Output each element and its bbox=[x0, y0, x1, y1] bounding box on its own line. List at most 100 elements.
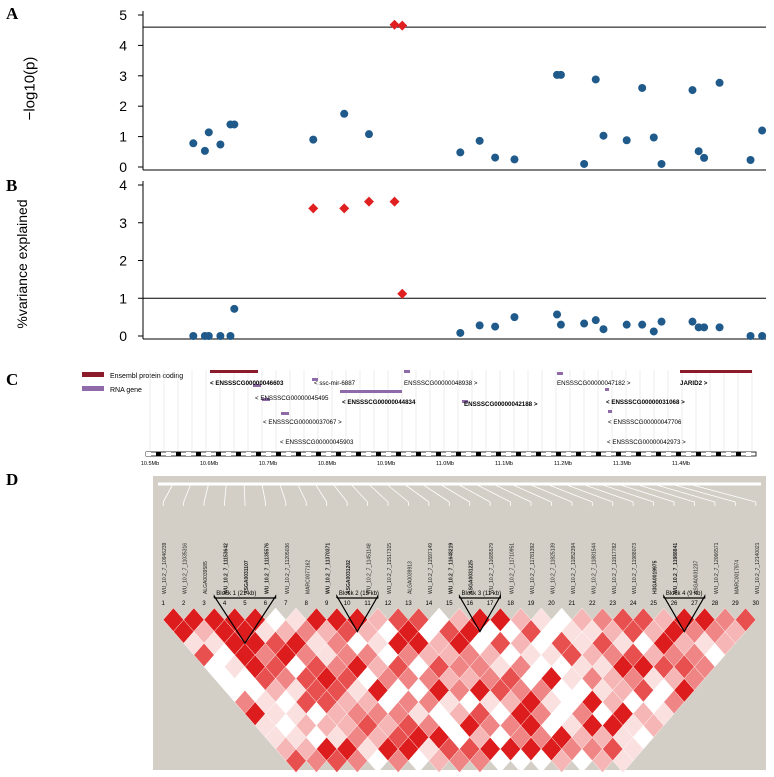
ruler-segment bbox=[476, 452, 481, 456]
scale-tick-label: 10.9Mb bbox=[377, 461, 395, 467]
gene-bar bbox=[608, 410, 612, 413]
marker-name: WU_10.2_7_11205036 bbox=[285, 543, 291, 594]
data-point bbox=[700, 153, 709, 162]
marker-link bbox=[599, 483, 654, 503]
marker-name: ALGA0039585 bbox=[203, 561, 209, 594]
data-point bbox=[510, 313, 519, 322]
marker-number: 17 bbox=[487, 601, 494, 607]
gene-bar bbox=[281, 412, 289, 415]
data-point bbox=[510, 155, 519, 164]
y-tick-label: 2 bbox=[119, 253, 127, 269]
ruler-segment bbox=[566, 452, 571, 456]
marker-link bbox=[368, 483, 389, 503]
ruler-segment bbox=[506, 452, 511, 456]
ruler-segment bbox=[556, 452, 561, 456]
y-tick-label: 5 bbox=[119, 7, 127, 23]
marker-name: H3GA0019975 bbox=[653, 560, 659, 594]
marker-link bbox=[528, 483, 573, 503]
ruler-segment bbox=[626, 452, 631, 456]
data-point bbox=[226, 332, 235, 340]
ruler-segment bbox=[656, 452, 661, 456]
marker-number: 14 bbox=[426, 601, 433, 607]
ld-cell bbox=[735, 607, 757, 632]
marker-number: 11 bbox=[364, 601, 371, 607]
ruler-segment bbox=[186, 452, 191, 456]
ruler-segment bbox=[436, 452, 441, 456]
data-point bbox=[189, 139, 198, 148]
ruler-segment bbox=[736, 452, 741, 456]
scale-tick-label: 11.3Mb bbox=[613, 461, 631, 467]
data-point bbox=[622, 136, 631, 145]
marker-number: 9 bbox=[325, 601, 329, 607]
y-tick-label: 2 bbox=[119, 98, 127, 114]
marker-name: WU_10.2_7_11988841 bbox=[673, 543, 679, 594]
data-point bbox=[216, 140, 225, 149]
scale-tick-label: 10.6Mb bbox=[200, 461, 218, 467]
marker-number: 3 bbox=[202, 601, 206, 607]
marker-link bbox=[350, 483, 368, 503]
marker-name: ASGA0031225 bbox=[469, 560, 475, 594]
gene-label: < ssc-mir-6887 bbox=[314, 380, 356, 387]
scale-tick-label: 11.4Mb bbox=[672, 461, 690, 467]
ruler-segment bbox=[596, 452, 601, 456]
gene-label: < ENSSSCG00000046603 bbox=[210, 380, 284, 387]
panel-label-d: D bbox=[6, 470, 19, 489]
significant-point bbox=[339, 203, 350, 214]
data-point bbox=[340, 109, 349, 118]
marker-name: WU_10.2_7_11153642 bbox=[224, 543, 230, 594]
data-point bbox=[200, 146, 209, 155]
data-point bbox=[556, 70, 565, 79]
legend-swatch-rna bbox=[82, 386, 104, 391]
ruler-segment bbox=[496, 452, 501, 456]
marker-link bbox=[475, 483, 511, 503]
marker-link bbox=[688, 483, 756, 503]
data-point bbox=[364, 130, 373, 139]
ruler-segment bbox=[376, 452, 381, 456]
marker-link bbox=[183, 483, 192, 503]
marker-link bbox=[403, 483, 430, 503]
gene-bar bbox=[312, 378, 318, 381]
gene-label: < ENSSSCG00000044834 bbox=[342, 399, 416, 406]
marker-number: 29 bbox=[732, 601, 739, 607]
gene-label: < ENSSSCG00000047706 bbox=[608, 419, 682, 426]
data-point bbox=[715, 78, 724, 87]
marker-number: 27 bbox=[691, 601, 698, 607]
marker-link bbox=[653, 483, 716, 503]
significant-point bbox=[397, 20, 408, 31]
ruler-segment bbox=[276, 452, 281, 456]
marker-link bbox=[261, 483, 266, 503]
ruler-segment bbox=[696, 452, 701, 456]
data-point bbox=[694, 147, 703, 156]
ruler-segment bbox=[466, 452, 471, 456]
gene-bar bbox=[557, 372, 563, 375]
y-tick-label: 4 bbox=[119, 177, 127, 193]
marker-link bbox=[279, 483, 287, 503]
ruler-segment bbox=[726, 452, 731, 456]
y-tick-label: 3 bbox=[119, 68, 127, 84]
ruler-segment bbox=[246, 452, 251, 456]
ruler-segment bbox=[396, 452, 401, 456]
marker-name: WU_10.2_7_11451148 bbox=[367, 543, 373, 594]
gene-label: ENSSSCG00000042188 > bbox=[464, 401, 538, 408]
data-point bbox=[638, 320, 647, 329]
gene-label: < ENSSSCG00000045903 bbox=[280, 439, 354, 446]
ld-heatmap: WU_10.2_7_10946239 1 WU_10.2_7_11035316 2 AL… bbox=[153, 476, 766, 773]
marker-name: ASGA0031107 bbox=[244, 560, 250, 594]
marker-link bbox=[332, 483, 348, 503]
ruler-segment bbox=[386, 452, 391, 456]
scale-tick-label: 11.1Mb bbox=[495, 461, 513, 467]
scale-tick-label: 10.5Mb bbox=[141, 461, 159, 467]
y-axis-label-b: %variance explained bbox=[14, 199, 30, 329]
significant-point bbox=[389, 19, 400, 30]
gene-bar bbox=[680, 370, 752, 373]
ruler-segment bbox=[326, 452, 331, 456]
data-point bbox=[204, 332, 213, 340]
marker-number: 28 bbox=[712, 601, 719, 607]
ruler-segment bbox=[446, 452, 451, 456]
ruler-segment bbox=[226, 452, 231, 456]
scale-tick-label: 10.8Mb bbox=[318, 461, 336, 467]
y-tick-label: 1 bbox=[119, 129, 127, 145]
data-point bbox=[758, 332, 767, 340]
ruler-segment bbox=[346, 452, 351, 456]
ruler-segment bbox=[206, 452, 211, 456]
